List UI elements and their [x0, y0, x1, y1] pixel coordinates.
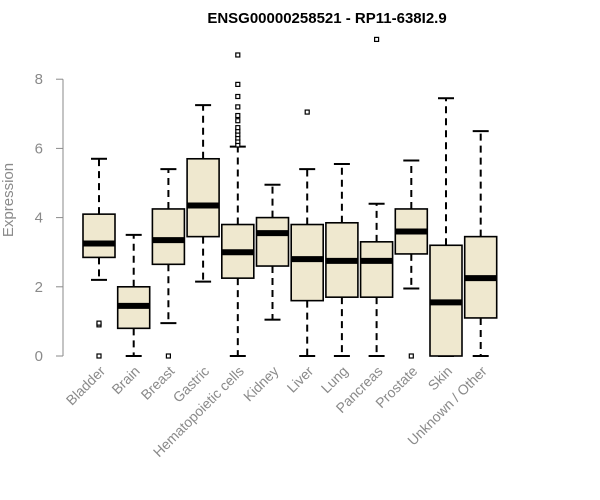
outlier-point — [96, 320, 102, 326]
box-bladder — [82, 157, 116, 359]
outlier-point — [235, 104, 241, 110]
box-unknown-other — [463, 130, 498, 357]
outlier-point — [408, 353, 414, 359]
outlier-point — [235, 118, 241, 124]
iqr-box — [82, 213, 116, 259]
outlier-point — [165, 353, 171, 359]
iqr-box — [186, 157, 220, 238]
y-tick-label: 2 — [35, 279, 43, 296]
box-breast — [151, 168, 186, 359]
box-series — [82, 36, 498, 359]
box-lung — [325, 162, 359, 357]
x-tick-label: Bladder — [63, 363, 109, 409]
iqr-box — [255, 216, 290, 267]
outlier-point — [235, 52, 241, 58]
outlier-point — [304, 109, 310, 115]
outlier-point — [235, 81, 241, 87]
x-tick-label: Liver — [284, 363, 317, 396]
box-skin — [429, 97, 463, 357]
iqr-box — [290, 223, 325, 302]
box-liver — [290, 109, 325, 357]
box-kidney — [255, 183, 290, 321]
x-tick-label: Kidney — [240, 363, 282, 405]
y-tick-label: 4 — [35, 210, 43, 227]
outlier-point — [235, 93, 241, 100]
box-prostate — [394, 159, 429, 359]
outlier-point — [235, 112, 241, 119]
y-tick-label: 0 — [35, 348, 43, 365]
box-gastric — [186, 104, 220, 283]
x-tick-label: Skin — [425, 363, 456, 394]
y-axis-label: Expression — [0, 163, 17, 237]
box-pancreas — [359, 36, 394, 357]
iqr-box — [359, 241, 394, 298]
box-brain — [116, 233, 151, 357]
y-tick-label: 6 — [35, 140, 43, 157]
box-hematopoietic-cells — [221, 52, 255, 357]
y-axis: 0 2 4 6 8 — [35, 71, 64, 365]
outlier-point — [235, 125, 241, 131]
iqr-box — [151, 208, 186, 266]
outlier-point — [374, 36, 380, 43]
chart-title: ENSG00000258521 - RP11-638I2.9 — [207, 10, 446, 27]
y-tick-label: 8 — [35, 71, 43, 88]
outlier-point — [96, 353, 102, 359]
